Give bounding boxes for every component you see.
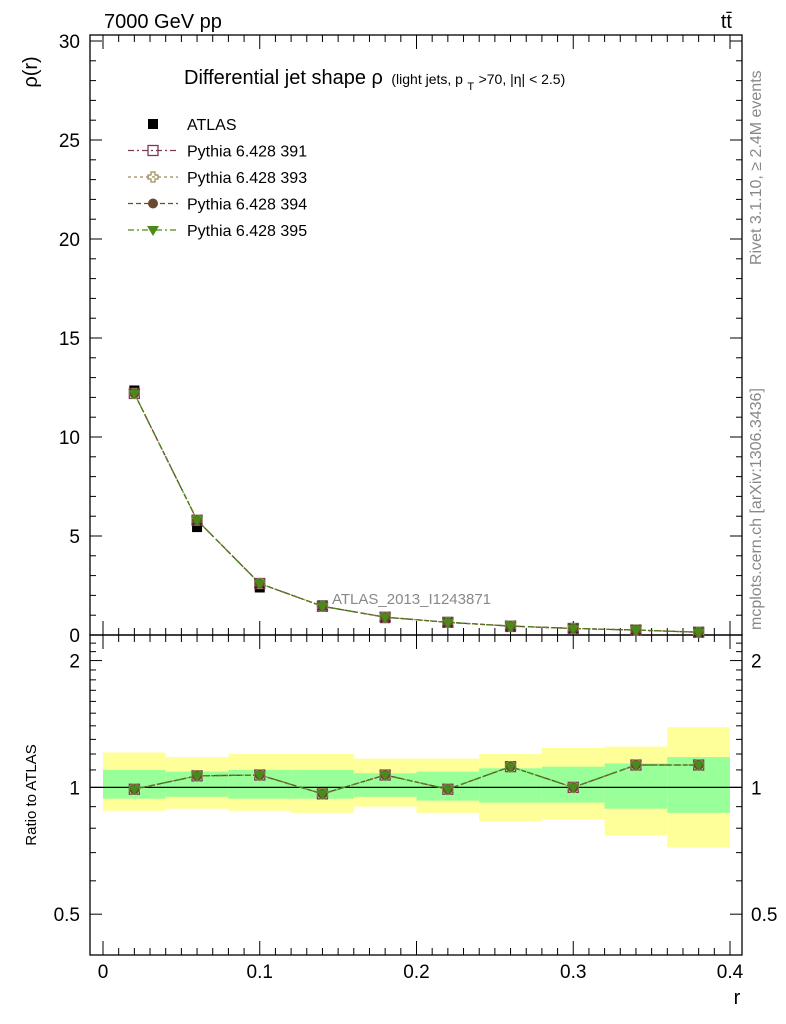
legend-label: Pythia 6.428 395 [187, 223, 307, 240]
y-tick-label: 15 [59, 329, 80, 350]
ratio-y-tick-label-right: 1 [751, 778, 762, 799]
collision-label: 7000 GeV pp [104, 11, 222, 33]
legend-marker-atlas [148, 119, 158, 129]
legend: ATLAS Pythia 6.428 391 Pythia 6.428 393 Pyt… [128, 117, 307, 240]
mcplots-label: mcplots.cern.ch [arXiv:1306.3436] [748, 388, 765, 630]
ratio-point-395 [692, 761, 705, 772]
ratio-point-395 [128, 785, 141, 796]
y-tick-label: 20 [59, 230, 80, 251]
mc-point-395 [567, 624, 580, 635]
legend-marker [147, 171, 159, 183]
rivet-label: Rivet 3.1.10, ≥ 2.4M events [748, 70, 765, 265]
ratio-point-395 [629, 761, 642, 772]
x-tick-label: 0.4 [717, 962, 744, 983]
mc-point-395 [379, 613, 392, 624]
mc-point-395 [692, 628, 705, 639]
mc-point-395 [316, 602, 329, 613]
ratio-point-395 [253, 770, 266, 781]
y-tick-label: 10 [59, 428, 80, 449]
ratio-point-395 [191, 771, 204, 782]
mc-point-395 [629, 626, 642, 637]
ratio-point-395 [379, 770, 392, 781]
y-axis-title-main: ρ(r) [20, 56, 42, 87]
ratio-y-tick-label-right: 2 [751, 652, 762, 673]
ratio-y-tick-label-right: 0.5 [751, 905, 777, 926]
legend-marker [148, 198, 158, 209]
mc-point-395 [441, 618, 454, 629]
legend-label: Pythia 6.428 393 [187, 170, 307, 187]
mc-point-395 [191, 516, 204, 527]
x-tick-label: 0.2 [403, 962, 429, 983]
y-axis-title-ratio: Ratio to ATLAS [23, 744, 40, 845]
ratio-point-395 [504, 762, 517, 773]
y-tick-label: 5 [69, 527, 80, 548]
legend-label: Pythia 6.428 394 [187, 197, 307, 214]
x-tick-label: 0.3 [560, 962, 586, 983]
ratio-y-tick-label: 1 [69, 778, 80, 799]
mc-point-395 [253, 579, 266, 590]
y-tick-label: 0 [69, 626, 80, 647]
atlas-data-point [192, 522, 203, 533]
x-tick-label: 0.1 [247, 962, 273, 983]
y-tick-label: 25 [59, 131, 80, 152]
analysis-reference: ATLAS_2013_I1243871 [332, 591, 491, 608]
process-label: tt̄ [721, 11, 733, 33]
ratio-point-395 [316, 789, 329, 800]
plot-title-sub-subscript: T [467, 81, 474, 93]
ratio-point-395 [567, 783, 580, 794]
y-tick-label: 30 [59, 32, 80, 53]
ratio-y-tick-label: 2 [69, 652, 80, 673]
mc-point-395 [128, 389, 141, 400]
legend-label: ATLAS [187, 117, 237, 134]
plot-title-main: Differential jet shape ρ [184, 67, 383, 89]
legend-marker [147, 144, 159, 157]
plot-title-sub-close: >70, |η| < 2.5) [479, 71, 566, 87]
plot-title-sub-open: (light jets, p [391, 71, 463, 87]
x-tick-label: 0 [98, 962, 109, 983]
legend-label: Pythia 6.428 391 [187, 144, 307, 161]
ratio-line-395 [134, 764, 699, 795]
mc-line-395 [133, 393, 699, 633]
ratio-point-395 [441, 785, 454, 796]
mc-point-395 [504, 622, 517, 633]
x-axis-title: r [734, 987, 741, 1009]
legend-marker [147, 226, 159, 236]
ratio-y-tick-label: 0.5 [54, 905, 80, 926]
plot-title: Differential jet shape ρ (light jets, p … [184, 67, 565, 94]
